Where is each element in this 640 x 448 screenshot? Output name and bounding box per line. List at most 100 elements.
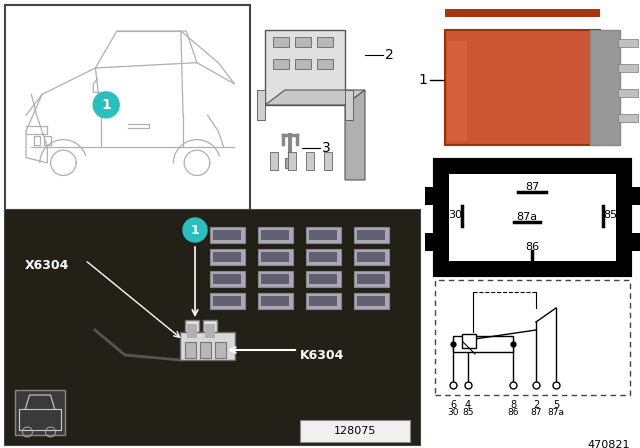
Bar xyxy=(210,249,245,265)
Bar xyxy=(324,152,332,170)
Bar xyxy=(618,114,638,122)
Bar xyxy=(210,271,245,287)
Bar xyxy=(205,324,215,338)
Text: 86: 86 xyxy=(508,408,519,417)
Bar xyxy=(180,332,235,360)
Text: 85: 85 xyxy=(462,408,474,417)
Bar xyxy=(435,160,630,275)
Bar xyxy=(345,90,353,120)
Bar xyxy=(425,233,435,250)
Bar xyxy=(200,342,211,358)
Text: 1: 1 xyxy=(418,73,427,87)
Text: X6304: X6304 xyxy=(25,258,69,271)
Bar xyxy=(185,342,196,358)
Bar xyxy=(270,152,278,170)
Text: 4: 4 xyxy=(465,400,471,410)
Bar xyxy=(5,5,250,210)
Text: 87a: 87a xyxy=(547,408,564,417)
Bar xyxy=(357,296,385,306)
Bar xyxy=(295,37,311,47)
Bar xyxy=(317,59,333,69)
Bar xyxy=(210,227,245,243)
Bar xyxy=(258,249,293,265)
Bar xyxy=(306,249,341,265)
Bar xyxy=(295,59,311,69)
Bar xyxy=(261,252,289,262)
Text: 85: 85 xyxy=(603,210,617,220)
Text: 3: 3 xyxy=(322,141,331,155)
Bar xyxy=(425,186,435,204)
Bar xyxy=(273,37,289,47)
Text: 6: 6 xyxy=(450,400,456,410)
Bar xyxy=(213,296,241,306)
Bar xyxy=(213,252,241,262)
Bar xyxy=(257,90,265,120)
Text: 470821: 470821 xyxy=(588,440,630,448)
Bar xyxy=(300,420,410,442)
Bar xyxy=(213,230,241,240)
Bar xyxy=(306,152,314,170)
Polygon shape xyxy=(5,350,200,445)
Bar xyxy=(630,186,640,204)
Bar xyxy=(15,390,65,435)
Bar xyxy=(618,39,638,47)
Text: 30: 30 xyxy=(447,408,459,417)
Bar xyxy=(354,271,389,287)
Polygon shape xyxy=(345,90,365,180)
Bar xyxy=(213,274,241,284)
Bar xyxy=(5,365,85,445)
Bar xyxy=(447,41,467,141)
Bar xyxy=(210,293,245,309)
Bar xyxy=(309,230,337,240)
Text: K6304: K6304 xyxy=(300,349,344,362)
Text: 5: 5 xyxy=(553,400,559,410)
Bar xyxy=(261,274,289,284)
Bar xyxy=(285,158,295,168)
Text: 87: 87 xyxy=(531,408,541,417)
Bar xyxy=(462,334,476,348)
Text: 128075: 128075 xyxy=(334,426,376,436)
Bar xyxy=(265,30,345,105)
Text: 2: 2 xyxy=(385,48,394,62)
Bar xyxy=(618,64,638,72)
Bar xyxy=(288,152,296,170)
Bar xyxy=(261,296,289,306)
Bar xyxy=(309,296,337,306)
Bar xyxy=(435,280,630,395)
Bar xyxy=(357,252,385,262)
Bar xyxy=(187,324,197,338)
Text: 87: 87 xyxy=(525,182,539,192)
Bar xyxy=(445,30,600,145)
Bar xyxy=(306,227,341,243)
Bar xyxy=(306,293,341,309)
Bar xyxy=(258,293,293,309)
Text: 2: 2 xyxy=(533,400,539,410)
Polygon shape xyxy=(5,210,420,445)
Bar xyxy=(354,293,389,309)
Bar xyxy=(354,227,389,243)
Bar xyxy=(590,30,620,145)
Bar xyxy=(317,37,333,47)
Bar xyxy=(215,342,226,358)
Bar xyxy=(273,59,289,69)
Circle shape xyxy=(93,92,119,118)
Bar xyxy=(309,274,337,284)
Bar xyxy=(354,249,389,265)
Bar xyxy=(357,230,385,240)
Text: 8: 8 xyxy=(510,400,516,410)
Bar xyxy=(203,320,217,340)
Bar xyxy=(306,271,341,287)
Bar xyxy=(357,274,385,284)
Bar xyxy=(200,335,410,440)
Bar xyxy=(309,252,337,262)
Bar xyxy=(258,227,293,243)
Bar xyxy=(258,271,293,287)
Text: 1: 1 xyxy=(101,98,111,112)
Text: 87a: 87a xyxy=(516,212,538,222)
Text: 30: 30 xyxy=(448,210,462,220)
Bar xyxy=(449,174,616,261)
Circle shape xyxy=(183,218,207,242)
Bar xyxy=(445,9,600,17)
Bar xyxy=(5,210,420,445)
Bar xyxy=(630,233,640,250)
